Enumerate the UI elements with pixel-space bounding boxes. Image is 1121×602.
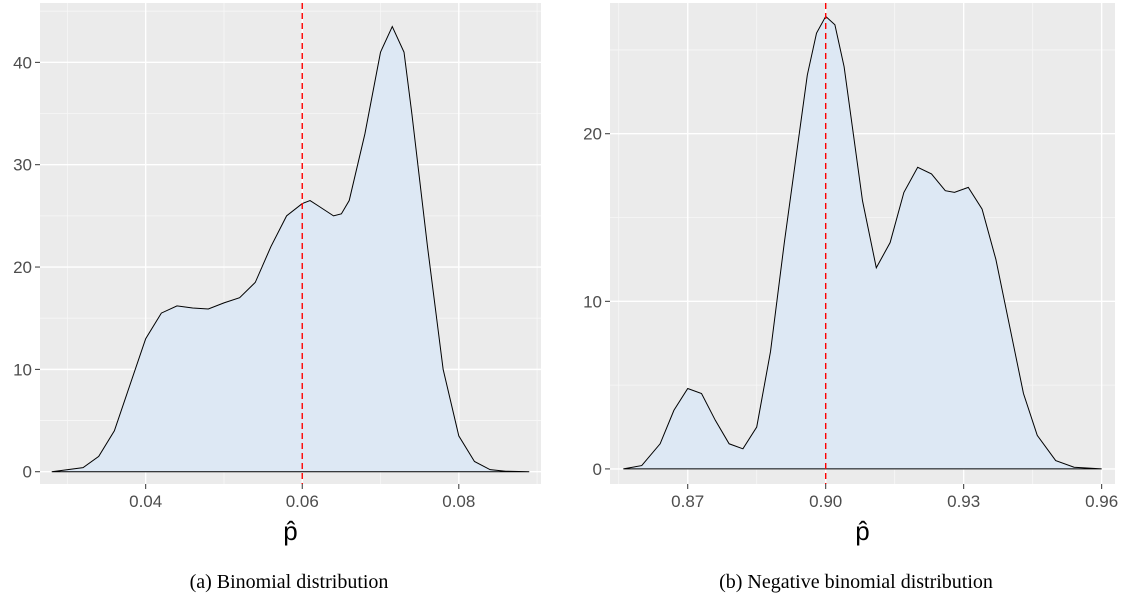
panel-a-x-tick-label: 0.06 xyxy=(286,492,319,511)
panel-b-y-tick-label: 20 xyxy=(583,125,602,144)
panel-a-y-tick-label: 10 xyxy=(13,360,32,379)
panel-a-x-tick-label: 0.08 xyxy=(442,492,475,511)
panel-b-x-tick-label: 0.90 xyxy=(809,492,842,511)
panel-a-y-tick-label: 20 xyxy=(13,258,32,277)
panel-b-y-tick-label: 0 xyxy=(593,460,602,479)
panel-b: 0.87 0.90 0.93 0.96 0 10 20 p̂ (b) Negative bino… xyxy=(583,3,1118,593)
panel-a-y-tick-label: 40 xyxy=(13,53,32,72)
panel-a-caption: (a) Binomial distribution xyxy=(190,571,389,593)
panel-b-density-area xyxy=(623,15,1102,470)
panel-a-x-tick-label: 0.04 xyxy=(129,492,162,511)
panel-a-x-axis-title: p̂ xyxy=(283,516,297,546)
panel-b-x-axis-title: p̂ xyxy=(855,516,869,546)
panel-b-x-tick-label: 0.87 xyxy=(671,492,704,511)
panel-b-y-tick-label: 10 xyxy=(583,292,602,311)
panel-b-x-tick-label: 0.93 xyxy=(947,492,980,511)
panel-b-x-tick-label: 0.96 xyxy=(1085,492,1118,511)
panel-a-y-tick-label: 30 xyxy=(13,156,32,175)
panel-a-density-area xyxy=(51,25,530,473)
panel-a: 0.04 0.06 0.08 0 10 20 30 40 p̂ (a) Binomial dist… xyxy=(13,3,541,593)
panel-a-y-tick-label: 0 xyxy=(23,463,32,482)
panel-b-caption: (b) Negative binomial distribution xyxy=(719,571,993,593)
